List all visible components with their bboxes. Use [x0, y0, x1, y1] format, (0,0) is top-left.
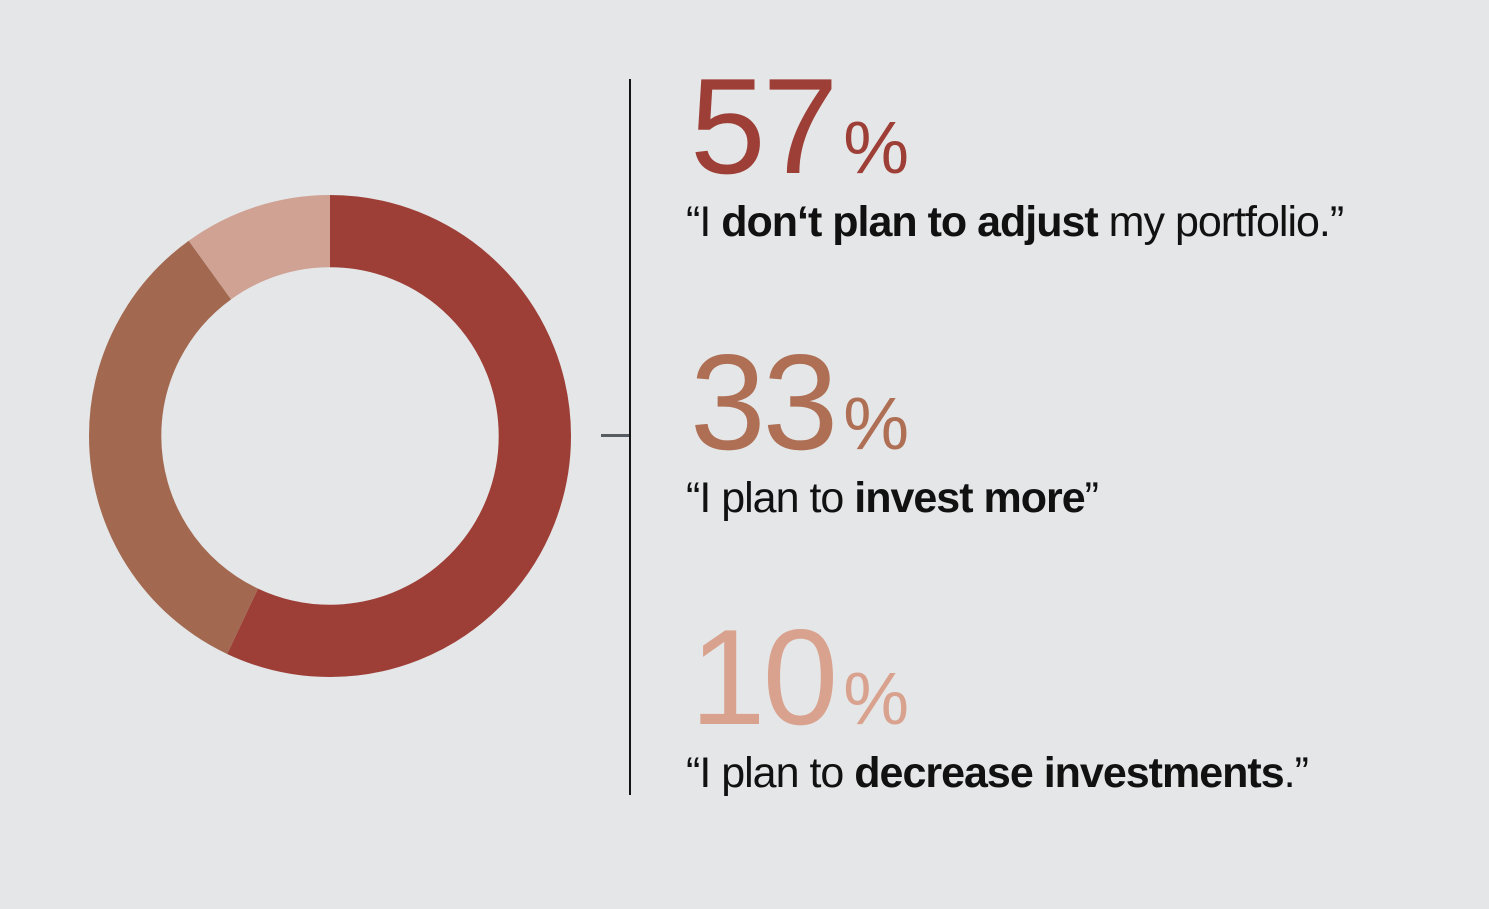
stat-value-large: 10% [686, 609, 1308, 745]
quote-prefix: “I [686, 198, 722, 246]
donut-segment-2 [89, 195, 571, 677]
percent-sign: % [843, 382, 910, 465]
stat-quote: “I plan to decrease investments.” [686, 749, 1309, 798]
connector-tick [601, 434, 630, 437]
stat-block-invest-more: 33% “I plan to invest more” [686, 334, 1099, 523]
stat-value-large: 33% [686, 334, 1098, 470]
percent-sign: % [843, 657, 910, 740]
quote-suffix: ” [1084, 474, 1099, 522]
stat-value-large: 57% [686, 58, 1343, 194]
quote-suffix: my portfolio.” [1097, 198, 1345, 246]
stat-block-no-adjust: 57% “I don‘t plan to adjust my portfolio… [686, 58, 1345, 247]
quote-prefix: “I plan to [686, 474, 855, 522]
stat-quote: “I don‘t plan to adjust my portfolio.” [686, 198, 1345, 247]
stat-block-decrease: 10% “I plan to decrease investments.” [686, 609, 1309, 798]
stat-number: 33 [690, 326, 838, 478]
vertical-divider [629, 79, 631, 795]
quote-emphasis: decrease investments [854, 749, 1284, 797]
donut-segment-3 [89, 195, 571, 677]
stat-quote: “I plan to invest more” [686, 474, 1099, 523]
quote-emphasis: don‘t plan to adjust [721, 198, 1099, 246]
stat-number: 57 [690, 50, 838, 202]
stat-number: 10 [690, 601, 838, 753]
percent-sign: % [843, 106, 910, 189]
quote-emphasis: invest more [854, 474, 1085, 522]
quote-suffix: .” [1283, 749, 1309, 797]
quote-prefix: “I plan to [686, 749, 855, 797]
donut-chart [89, 195, 571, 677]
